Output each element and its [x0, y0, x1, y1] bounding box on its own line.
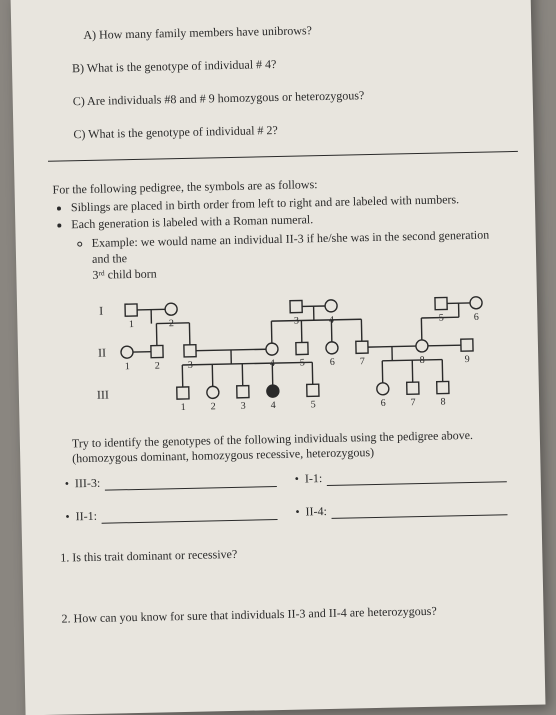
instructions-example-1: Example: we would name an individual II-…: [92, 227, 490, 266]
svg-text:III: III: [97, 388, 109, 402]
svg-text:1: 1: [129, 319, 134, 330]
svg-text:5: 5: [311, 399, 316, 410]
svg-text:7: 7: [411, 397, 416, 408]
svg-text:7: 7: [360, 356, 365, 367]
question-C1: C) Are individuals #8 and # 9 homozygous…: [73, 85, 499, 109]
svg-text:4: 4: [329, 315, 334, 326]
question-A: A) How many family members have unibrows…: [83, 19, 497, 43]
svg-text:1: 1: [181, 402, 186, 413]
label-III-3: III-3:: [75, 476, 101, 492]
svg-text:2: 2: [211, 401, 216, 412]
svg-text:2: 2: [169, 318, 174, 329]
svg-text:3: 3: [294, 316, 299, 327]
svg-text:1: 1: [125, 361, 130, 372]
blank-I-1[interactable]: [326, 468, 507, 486]
identify-prompt: Try to identify the genotypes of the fol…: [72, 427, 507, 466]
svg-text:8: 8: [420, 355, 425, 366]
worksheet-paper: A) How many family members have unibrows…: [11, 0, 546, 715]
blank-II-1[interactable]: [101, 506, 278, 524]
label-II-1: II-1:: [75, 509, 97, 524]
svg-text:3: 3: [241, 401, 246, 412]
label-I-1: I-1:: [305, 471, 323, 486]
svg-text:3: 3: [188, 360, 193, 371]
numbered-q1: 1. Is this trait dominant or recessive?: [60, 541, 508, 565]
blank-III-3[interactable]: [104, 473, 277, 491]
svg-text:5: 5: [439, 313, 444, 324]
instructions-block: For the following pedigree, the symbols …: [52, 172, 502, 283]
svg-text:4: 4: [270, 358, 275, 369]
svg-text:5: 5: [300, 358, 305, 369]
svg-text:9: 9: [465, 354, 470, 365]
answer-row-1: • III-3: • I-1:: [65, 467, 507, 491]
pedigree-diagram: IIIIII12345612345678912345678: [81, 284, 506, 428]
question-C2: C) What is the genotype of individual # …: [73, 118, 499, 142]
question-B: B) What is the genotype of individual # …: [72, 52, 498, 76]
blank-II-4[interactable]: [331, 501, 508, 519]
answer-row-2: • II-1: • II-4:: [65, 500, 507, 524]
svg-text:6: 6: [330, 357, 335, 368]
svg-text:8: 8: [441, 397, 446, 408]
label-II-4: II-4:: [305, 504, 327, 519]
svg-text:4: 4: [271, 400, 276, 411]
svg-text:6: 6: [474, 312, 479, 323]
svg-text:6: 6: [381, 398, 386, 409]
instructions-example-2: 3ʳᵈ child born: [92, 266, 157, 281]
svg-text:I: I: [99, 304, 103, 318]
numbered-q2: 2. How can you know for sure that indivi…: [61, 602, 509, 626]
svg-text:II: II: [98, 346, 106, 360]
svg-text:2: 2: [155, 361, 160, 372]
